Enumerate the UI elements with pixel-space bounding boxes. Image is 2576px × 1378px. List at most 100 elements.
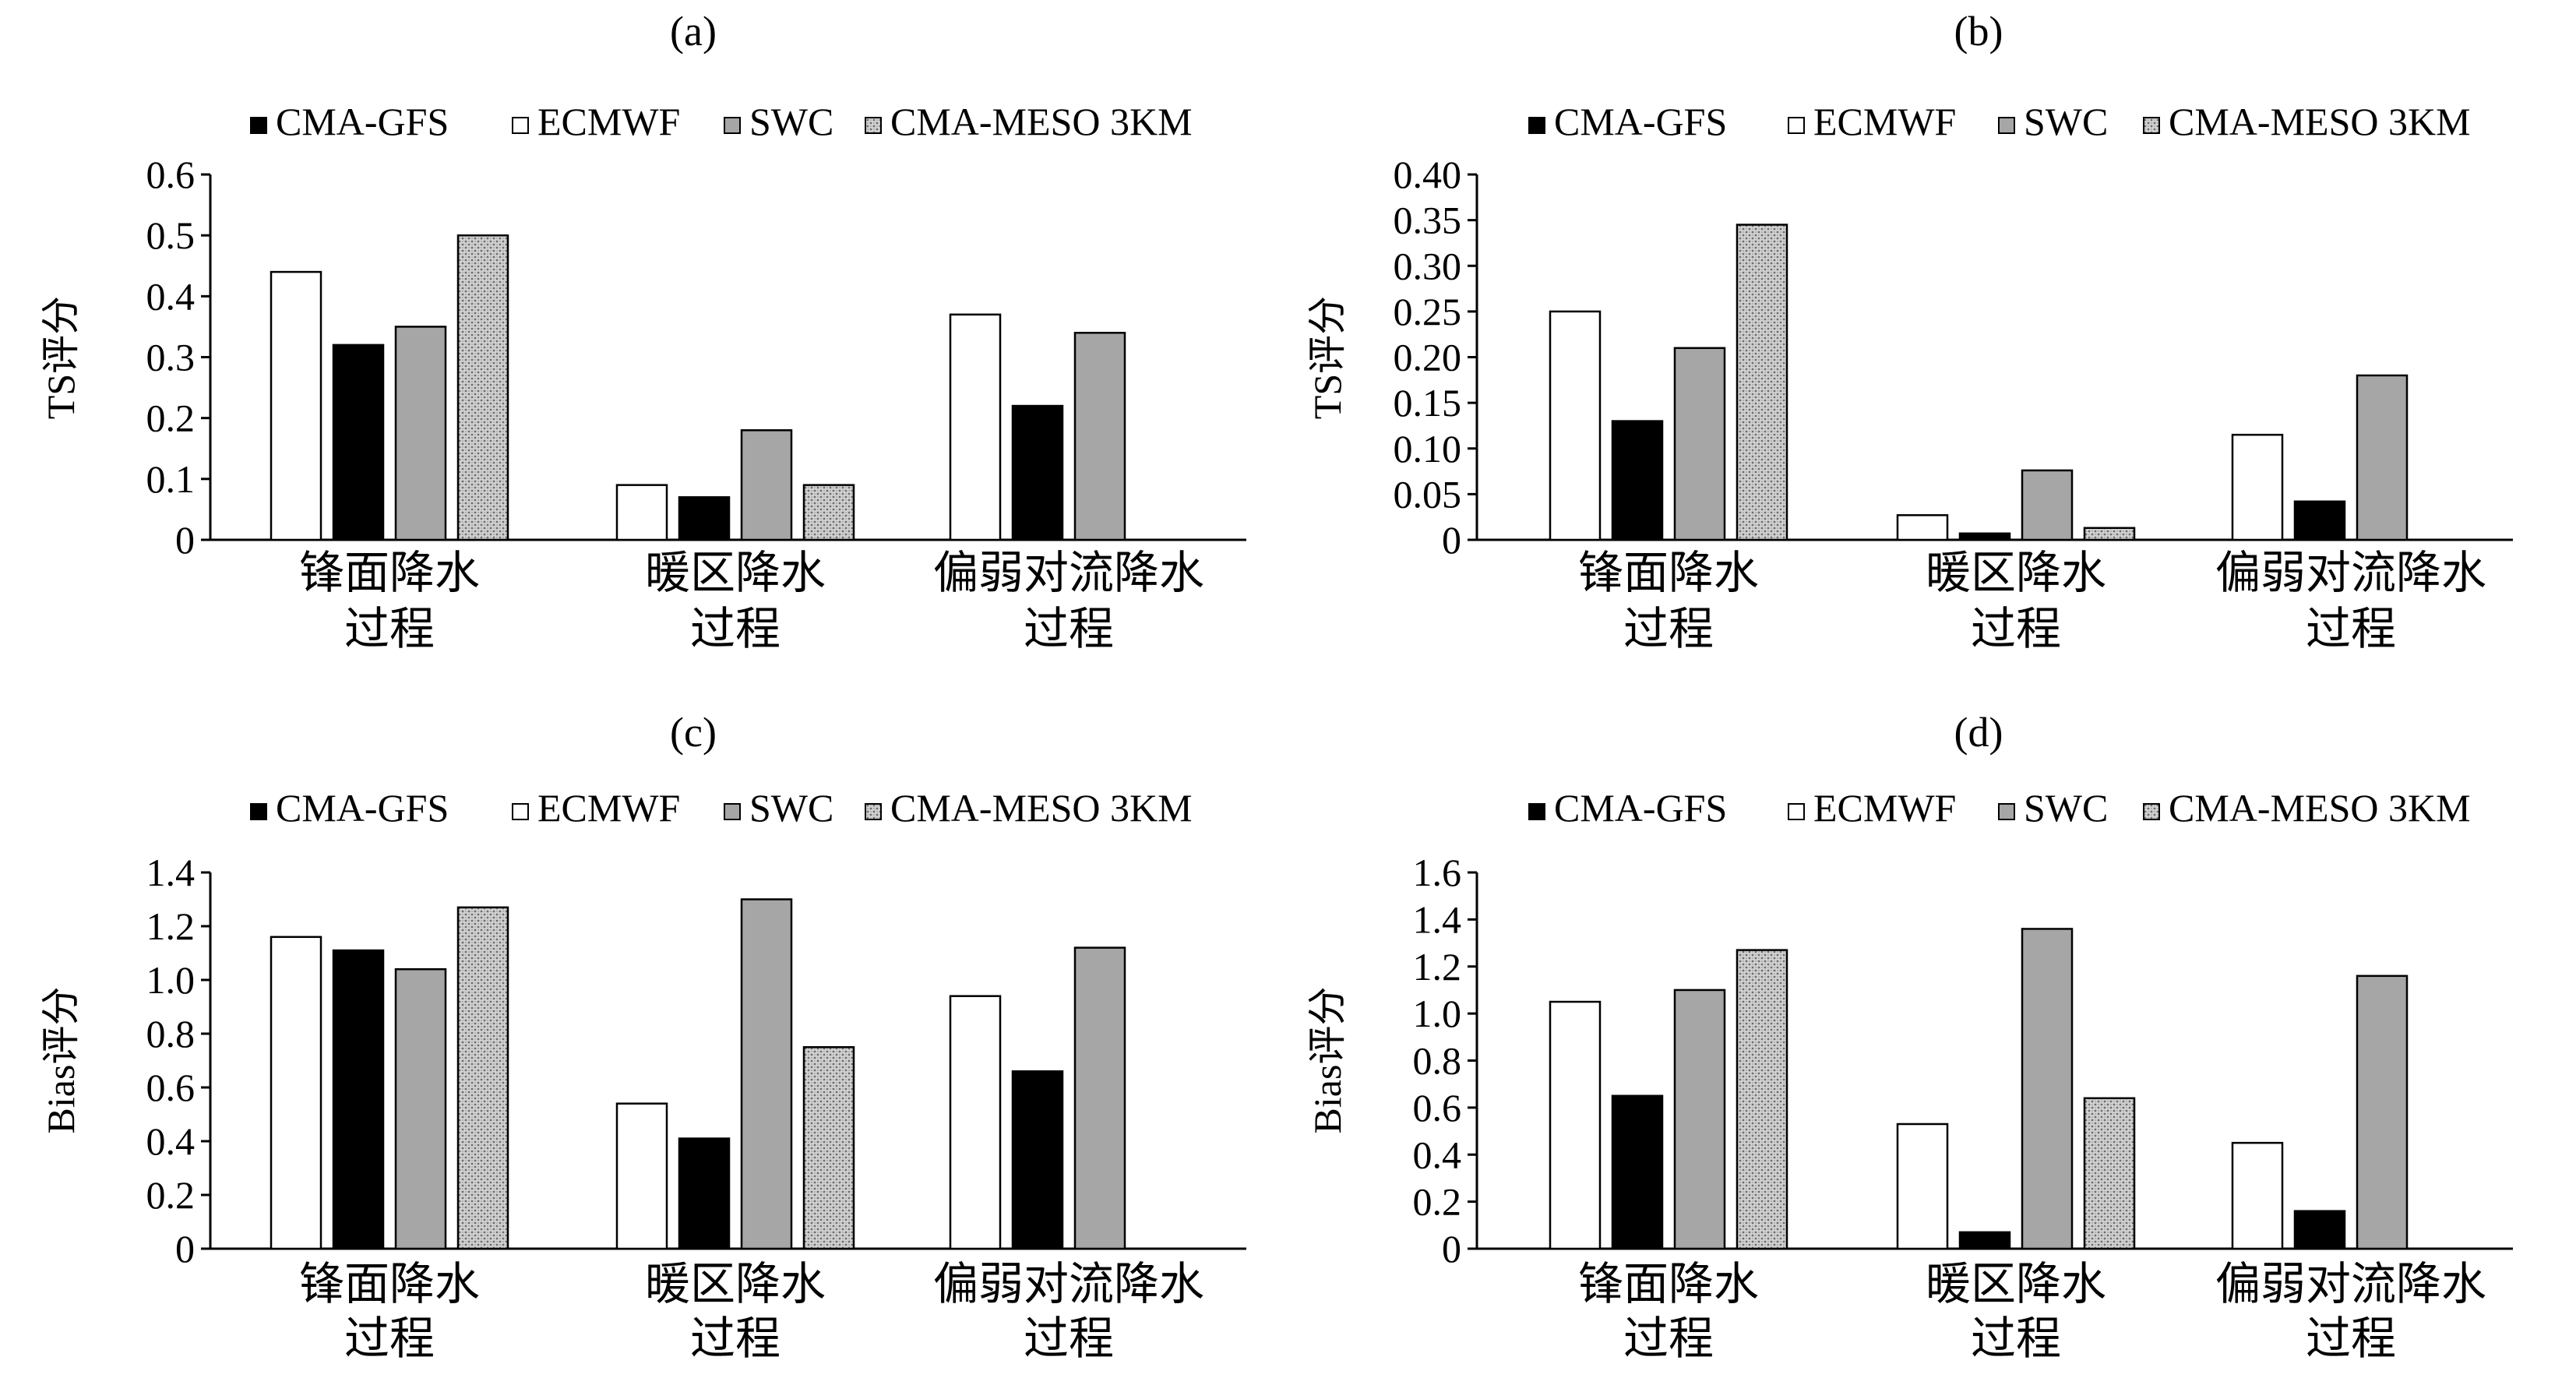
bar <box>1611 1094 1664 1250</box>
y-axis-label: Bias评分 <box>1306 987 1349 1134</box>
x-category-label: 过程 <box>1623 604 1714 654</box>
x-category-label: 暖区降水 <box>1926 1259 2106 1309</box>
bar <box>2231 1141 2284 1250</box>
y-tick-label: 0.15 <box>1394 381 1462 425</box>
legend-swatch <box>1998 117 2015 134</box>
y-tick-label: 1.6 <box>1413 851 1462 894</box>
bar <box>802 1046 855 1250</box>
legend-swatch <box>1788 117 1805 134</box>
legend-label: SWC <box>2024 786 2108 830</box>
bar <box>678 496 731 541</box>
legend-label: CMA-MESO 3KM <box>2169 100 2471 143</box>
y-tick-label: 0.6 <box>146 1066 196 1109</box>
legend-label: CMA-MESO 3KM <box>2169 786 2471 830</box>
bar <box>1958 1231 2011 1250</box>
legend-label: SWC <box>749 100 833 143</box>
bar <box>949 995 1002 1250</box>
bar <box>615 1102 668 1250</box>
bar <box>270 270 322 541</box>
bar <box>394 326 447 541</box>
bar <box>678 1137 731 1250</box>
y-tick-label: 0.2 <box>1413 1180 1462 1224</box>
bar <box>2356 374 2409 541</box>
y-tick-label: 0.8 <box>146 1012 196 1056</box>
bar <box>332 344 385 541</box>
bar <box>2293 1210 2346 1250</box>
bar <box>1611 420 1664 541</box>
bar <box>1011 1070 1064 1250</box>
bar <box>1673 347 1726 541</box>
y-tick-label: 0.8 <box>1413 1039 1462 1083</box>
legend-label: ECMWF <box>537 100 680 143</box>
bar <box>394 967 447 1250</box>
y-tick-label: 1.0 <box>146 958 196 1002</box>
x-category-label: 偏弱对流降水 <box>933 1259 1204 1309</box>
bar <box>1958 532 2011 541</box>
panel-label: (a) <box>670 8 717 55</box>
legend-label: ECMWF <box>537 786 680 830</box>
y-axis-label: Bias评分 <box>39 987 83 1134</box>
panel-label: (c) <box>670 709 717 756</box>
legend-label: CMA-GFS <box>1554 100 1727 143</box>
bar <box>1549 310 1602 541</box>
bar <box>1736 224 1788 541</box>
y-tick-label: 1.0 <box>1413 992 1462 1035</box>
y-tick-label: 1.2 <box>1413 945 1462 989</box>
y-tick-label: 0.2 <box>146 1173 196 1217</box>
bar <box>1011 404 1064 541</box>
x-category-label: 过程 <box>1623 1313 1714 1364</box>
bar <box>456 234 509 541</box>
y-tick-label: 0.10 <box>1394 427 1462 470</box>
legend-label: SWC <box>749 786 833 830</box>
legend-label: CMA-GFS <box>276 786 449 830</box>
bar <box>615 484 668 541</box>
y-tick-label: 0.30 <box>1394 244 1462 287</box>
bar <box>456 906 509 1250</box>
y-tick-label: 0.25 <box>1394 290 1462 333</box>
y-axis-label: TS评分 <box>1306 296 1349 419</box>
legend-label: ECMWF <box>1813 100 1956 143</box>
y-tick-label: 0.35 <box>1394 199 1462 242</box>
bar <box>1073 946 1126 1250</box>
legend-label: CMA-GFS <box>276 100 449 143</box>
bar <box>802 484 855 541</box>
x-category-label: 过程 <box>1971 604 2061 654</box>
legend-swatch <box>1528 117 1545 134</box>
y-tick-label: 0.2 <box>146 396 196 440</box>
legend-label: ECMWF <box>1813 786 1956 830</box>
y-tick-label: 0.4 <box>1413 1133 1462 1176</box>
x-category-label: 过程 <box>344 1313 435 1364</box>
legend-swatch <box>2143 803 2160 820</box>
legend-label: CMA-MESO 3KM <box>890 786 1193 830</box>
y-tick-label: 0.6 <box>1413 1086 1462 1130</box>
y-tick-label: 0.05 <box>1394 472 1462 516</box>
y-tick-label: 0 <box>1442 1227 1461 1271</box>
x-category-label: 锋面降水 <box>1578 548 1759 598</box>
bar <box>2083 1097 2136 1250</box>
legend-swatch <box>865 117 882 134</box>
x-category-label: 锋面降水 <box>1578 1259 1759 1309</box>
bar <box>740 429 793 541</box>
x-category-label: 锋面降水 <box>299 548 480 598</box>
x-category-label: 过程 <box>2306 1313 2396 1364</box>
panel-label: (b) <box>1954 8 2003 55</box>
legend-swatch <box>250 117 267 134</box>
bar <box>2231 433 2284 541</box>
legend-swatch <box>2143 117 2160 134</box>
bar <box>2356 974 2409 1250</box>
x-category-label: 暖区降水 <box>1926 548 2106 598</box>
legend-swatch <box>1998 803 2015 820</box>
x-category-label: 偏弱对流降水 <box>2215 548 2486 598</box>
legend-swatch <box>865 803 882 820</box>
bar <box>1736 949 1788 1250</box>
x-category-label: 锋面降水 <box>299 1259 480 1309</box>
y-tick-label: 1.2 <box>146 904 196 948</box>
legend-swatch <box>1788 803 1805 820</box>
legend-swatch <box>724 803 741 820</box>
bar <box>740 898 793 1250</box>
bar <box>2083 527 2136 541</box>
x-category-label: 偏弱对流降水 <box>2215 1259 2486 1309</box>
y-tick-label: 0 <box>175 518 195 562</box>
bar <box>1896 1122 1949 1250</box>
